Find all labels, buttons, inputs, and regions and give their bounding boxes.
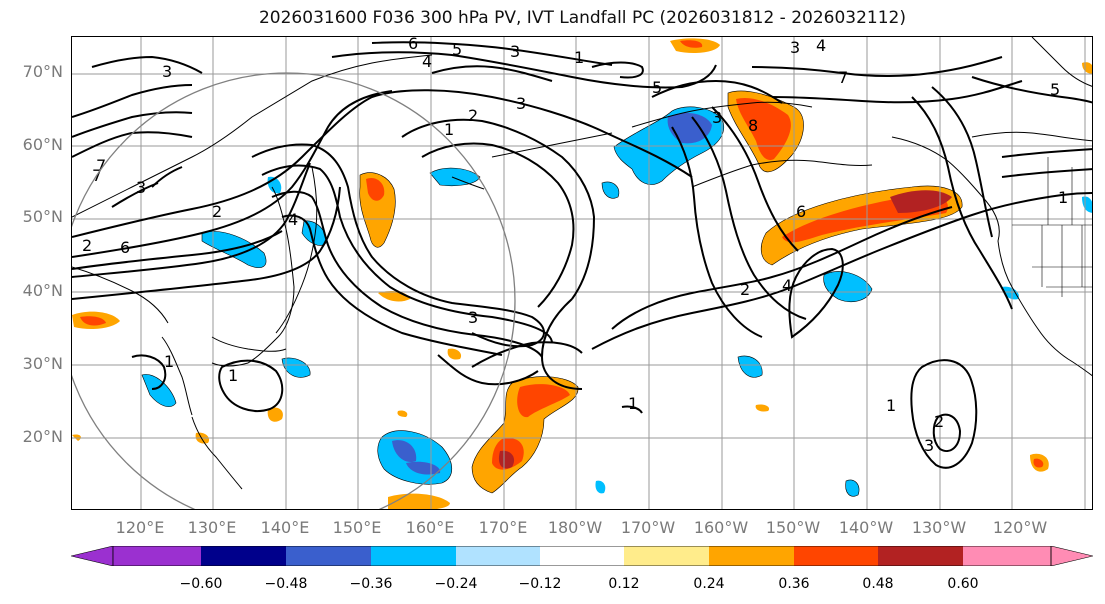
colorbar-tick-label: 0.12 xyxy=(608,576,640,592)
plot-title: 2026031600 F036 300 hPa PV, IVT Landfall… xyxy=(258,8,906,28)
contour-label: 3 xyxy=(790,38,800,57)
lat-label-40n: 40°N xyxy=(22,281,63,300)
lat-label-70n: 70°N xyxy=(22,62,63,81)
contour-label: 3 xyxy=(510,42,520,61)
contour-label: 5 xyxy=(1050,80,1060,99)
lat-label-50n: 50°N xyxy=(22,207,63,226)
contour-label-group: 6 5 4 3 1 5 3 4 7 5 3 2 1 3 8 6 1 3 4 2 … xyxy=(82,37,1068,455)
colorbar-tick-label: −0.24 xyxy=(434,576,478,592)
pv-contours xyxy=(72,41,1092,469)
contour-label: 8 xyxy=(748,116,758,135)
contour-label: 5 xyxy=(652,78,662,97)
contour-label: 1 xyxy=(444,120,454,139)
contour-label: 4 xyxy=(816,37,826,55)
contour-label: 3 xyxy=(468,308,478,327)
colorbar-tick-label: 0.48 xyxy=(862,576,894,592)
contour-label: 1 xyxy=(574,48,584,67)
contour-label: 4 xyxy=(782,276,792,295)
contour-label: 1 xyxy=(628,394,638,413)
contour-label: 6 xyxy=(120,238,130,257)
lon-label-160w: 160°W xyxy=(693,518,749,537)
range-circle xyxy=(72,72,516,509)
colorbar-tick-label: 0.60 xyxy=(947,576,979,592)
lat-label-20n: 20°N xyxy=(22,427,63,446)
colorbar-tick-label: −0.12 xyxy=(518,576,562,592)
colorbar-swatch xyxy=(624,546,709,566)
lon-label-140w: 140°W xyxy=(838,518,894,537)
colorbar-swatch xyxy=(113,546,201,566)
contour-label: 3 xyxy=(924,436,934,455)
contour-label: 4 xyxy=(422,52,432,71)
contour-label: 1 xyxy=(228,366,238,385)
lon-label-130w: 130°W xyxy=(911,518,967,537)
colorbar-swatch xyxy=(878,546,963,566)
colorbar-extend-max xyxy=(1050,545,1094,567)
colorbar-swatch xyxy=(794,546,878,566)
contour-label: 2 xyxy=(212,202,222,221)
lon-label-160e: 160°E xyxy=(405,518,455,537)
contour-label: 3 xyxy=(516,94,526,113)
colorbar-tick-label: −0.60 xyxy=(179,576,223,592)
coastlines xyxy=(72,37,1092,490)
contour-label: 2 xyxy=(82,236,92,255)
lon-label-180w: 180°W xyxy=(547,518,603,537)
lon-label-150e: 150°E xyxy=(332,518,382,537)
colorbar-tick-label: 0.24 xyxy=(693,576,725,592)
contour-label: 1 xyxy=(886,396,896,415)
lon-label-140e: 140°E xyxy=(260,518,310,537)
contour-label: 2 xyxy=(468,106,478,125)
colorbar-tick-label: −0.48 xyxy=(264,576,308,592)
contour-label: 6 xyxy=(408,37,418,53)
colorbar-swatch xyxy=(963,546,1051,566)
colorbar-tick-label: 0.36 xyxy=(778,576,810,592)
colorbar xyxy=(70,545,1094,570)
contour-label: 3 xyxy=(162,62,172,81)
colorbar-swatch xyxy=(286,546,371,566)
colorbar-swatch xyxy=(371,546,456,566)
lon-label-170w: 170°W xyxy=(620,518,676,537)
map-panel: 6 5 4 3 1 5 3 4 7 5 3 2 1 3 8 6 1 3 4 2 … xyxy=(71,36,1093,510)
colorbar-extend-min xyxy=(70,545,114,567)
contour-label: 2 xyxy=(740,280,750,299)
colorbar-tick-label: −0.36 xyxy=(349,576,393,592)
lat-label-60n: 60°N xyxy=(22,135,63,154)
contour-label: 7 xyxy=(838,68,848,87)
contour-label: 1 xyxy=(164,352,174,371)
lon-label-170e: 170°E xyxy=(478,518,528,537)
colorbar-swatch xyxy=(709,546,794,566)
colorbar-swatch xyxy=(201,546,286,566)
contour-label: 5 xyxy=(452,40,462,59)
colorbar-swatch xyxy=(540,546,624,566)
map-canvas: 6 5 4 3 1 5 3 4 7 5 3 2 1 3 8 6 1 3 4 2 … xyxy=(72,37,1092,509)
lon-label-130e: 130°E xyxy=(187,518,237,537)
lon-label-120w: 120°W xyxy=(992,518,1048,537)
lon-label-120e: 120°E xyxy=(115,518,165,537)
graticule xyxy=(72,37,1092,509)
contour-label: 1 xyxy=(1058,188,1068,207)
lat-label-30n: 30°N xyxy=(22,354,63,373)
colorbar-canvas xyxy=(70,545,1094,570)
state-borders xyxy=(1012,157,1092,297)
contour-label: 4 xyxy=(288,210,298,229)
contour-label: 7 xyxy=(96,156,106,175)
colorbar-swatch xyxy=(456,546,540,566)
lon-label-150w: 150°W xyxy=(765,518,821,537)
contour-label: 2 xyxy=(934,412,944,431)
contour-label: 6 xyxy=(796,202,806,221)
contour-label: 3 xyxy=(136,178,146,197)
contour-label: 3 xyxy=(712,108,722,127)
